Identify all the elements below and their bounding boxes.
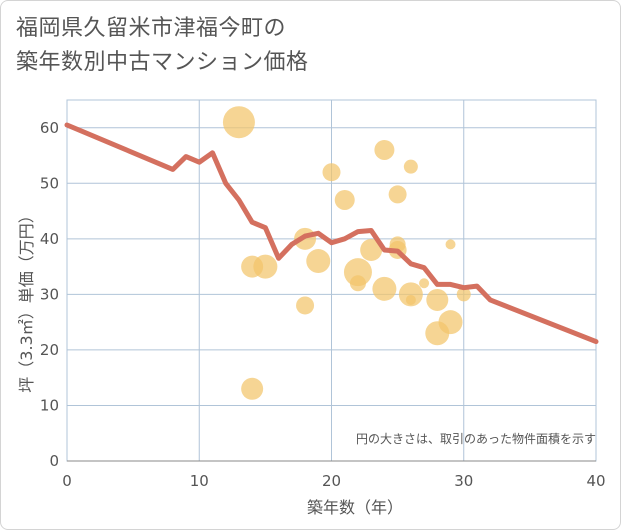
grid-lines — [66, 99, 597, 462]
y-axis-label: 坪（3.3㎡）単価（万円） — [17, 207, 36, 392]
data-bubble — [372, 276, 397, 301]
data-bubble — [253, 254, 278, 279]
data-bubble — [296, 296, 315, 315]
x-tick-label: 10 — [190, 472, 209, 490]
y-tick-label: 60 — [40, 119, 59, 137]
data-bubble — [388, 185, 407, 204]
y-tick-label: 0 — [49, 452, 59, 470]
data-bubble — [222, 106, 255, 139]
x-tick-label: 40 — [586, 472, 605, 490]
data-bubble — [405, 294, 416, 305]
trend-line-layer — [64, 122, 599, 345]
tick-labels: 0 10 20 30 40 50 60 0 10 20 30 40 — [40, 119, 606, 490]
x-tick-label: 0 — [62, 472, 72, 490]
title-line-2: 築年数別中古マンション価格 — [16, 50, 309, 75]
data-bubble — [438, 310, 463, 335]
data-bubble — [334, 189, 355, 210]
data-bubble — [398, 282, 423, 307]
y-tick-label: 40 — [40, 230, 59, 248]
x-axis-label: 築年数（年） — [307, 498, 403, 517]
data-bubble — [374, 139, 395, 160]
x-tick-label: 30 — [454, 472, 473, 490]
data-bubble — [322, 163, 341, 182]
data-bubble — [403, 159, 418, 174]
y-tick-label: 50 — [40, 174, 59, 192]
data-bubble — [445, 239, 456, 250]
data-bubble — [349, 275, 366, 292]
trend-line — [64, 122, 599, 345]
bubble-size-note: 円の大きさは、取引のあった物件面積を示す — [356, 431, 596, 446]
data-bubble — [360, 238, 383, 261]
bubble-layer — [222, 106, 471, 400]
x-tick-label: 20 — [322, 472, 341, 490]
y-tick-label: 10 — [40, 396, 59, 414]
data-bubble — [426, 288, 449, 311]
data-bubble — [419, 278, 430, 289]
y-tick-label: 30 — [40, 285, 59, 303]
data-bubble — [306, 249, 331, 274]
data-bubble — [343, 258, 372, 287]
data-bubble — [241, 377, 264, 400]
title-line-1: 福岡県久留米市津福今町の — [16, 16, 287, 41]
data-bubble — [456, 287, 471, 302]
chart-title: 福岡県久留米市津福今町の 築年数別中古マンション価格 — [16, 12, 576, 80]
y-tick-label: 20 — [40, 341, 59, 359]
